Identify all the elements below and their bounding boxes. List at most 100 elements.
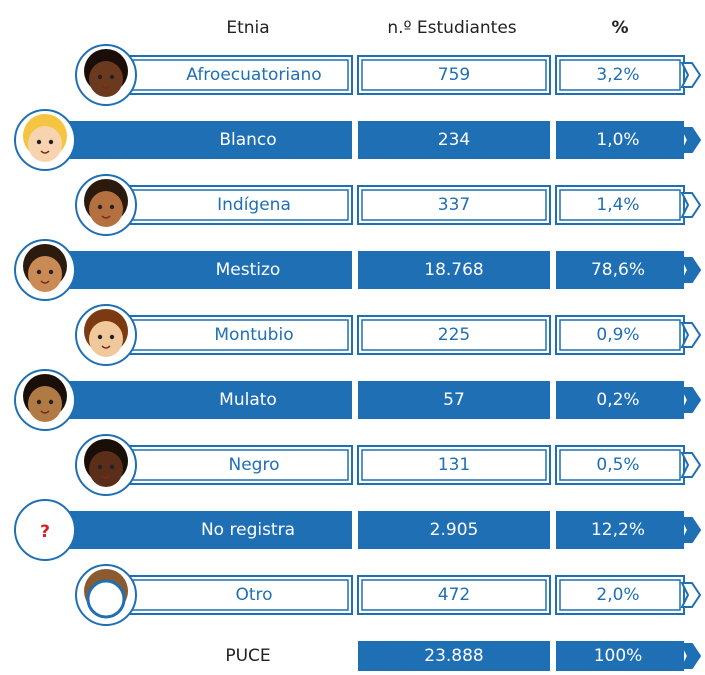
- estudiantes: 57: [443, 390, 465, 410]
- avatar-eye: [97, 204, 103, 210]
- porcentaje-cell: [556, 251, 684, 289]
- chevron: [680, 127, 702, 153]
- porcentaje: 3,2%: [596, 65, 639, 85]
- porcentaje-cell-inner: [559, 59, 681, 91]
- porcentaje-cell: [555, 55, 685, 95]
- total-porcentaje-cell: [556, 641, 684, 671]
- porcentaje: 0,2%: [596, 390, 639, 410]
- chevron: [680, 582, 702, 608]
- estudiantes: 18.768: [424, 260, 483, 280]
- etnia: No registra: [201, 520, 295, 540]
- avatar-eye: [97, 464, 103, 470]
- estudiantes: 234: [438, 130, 470, 150]
- porcentaje: 2,0%: [596, 585, 639, 605]
- porcentaje: 0,5%: [596, 455, 639, 475]
- chevron: [680, 322, 702, 348]
- total-label: PUCE: [225, 646, 270, 666]
- estudiantes-cell: [357, 575, 551, 615]
- estudiantes: 131: [438, 455, 470, 475]
- etnia: Mulato: [219, 390, 277, 410]
- estudiantes: 2.905: [430, 520, 479, 540]
- etnia-cell: [30, 251, 352, 289]
- avatar-face: [89, 191, 123, 227]
- estudiantes-cell-inner: [361, 319, 547, 351]
- etnia-cell: [30, 511, 352, 549]
- estudiantes-cell: [357, 315, 551, 355]
- avatar-mouth: [40, 150, 50, 154]
- avatar-eye: [48, 139, 54, 145]
- header-porcentaje: %: [611, 18, 628, 38]
- estudiantes-cell: [358, 251, 550, 289]
- chevron: [680, 517, 702, 543]
- avatar-eye: [36, 399, 42, 405]
- chevron: [680, 643, 702, 669]
- etnia: Blanco: [219, 130, 276, 150]
- chevron: [680, 62, 702, 88]
- etnia-cell: [119, 185, 353, 225]
- porcentaje-cell-inner: [559, 319, 681, 351]
- chevron: [680, 192, 702, 218]
- avatar-face: [89, 61, 123, 97]
- avatar-icon: ?: [40, 522, 50, 542]
- avatar-eye: [97, 74, 103, 80]
- etnia: Negro: [229, 455, 280, 475]
- porcentaje-cell: [555, 315, 685, 355]
- estudiantes-cell-inner: [361, 59, 547, 91]
- avatar-face: [28, 386, 62, 422]
- estudiantes-cell-inner: [361, 189, 547, 221]
- avatar-face: [89, 321, 123, 357]
- avatar-eye: [48, 269, 54, 275]
- etnia: Indígena: [217, 195, 291, 215]
- estudiantes-cell-inner: [361, 579, 547, 611]
- avatar-mouth: [101, 85, 111, 89]
- avatar-mouth: [40, 280, 50, 284]
- porcentaje-cell: [555, 575, 685, 615]
- porcentaje: 1,0%: [596, 130, 639, 150]
- porcentaje-cell: [556, 121, 684, 159]
- porcentaje-cell: [556, 381, 684, 419]
- avatar-ring: [14, 499, 76, 561]
- porcentaje: 78,6%: [591, 260, 645, 280]
- avatar-face: [28, 126, 62, 162]
- etnia-cell: [119, 445, 353, 485]
- porcentaje-cell-inner: [559, 449, 681, 481]
- chevron: [680, 452, 702, 478]
- total-estudiantes-cell: [358, 641, 550, 671]
- estudiantes-cell: [357, 185, 551, 225]
- porcentaje: 0,9%: [596, 325, 639, 345]
- estudiantes-cell: [358, 121, 550, 159]
- avatar-mouth: [101, 345, 111, 349]
- header-etnia: Etnia: [226, 18, 269, 38]
- total-estudiantes: 23.888: [424, 646, 483, 666]
- porcentaje-cell: [556, 511, 684, 549]
- avatar-face: [28, 256, 62, 292]
- chevron: [680, 257, 702, 283]
- etnia: Montubio: [214, 325, 293, 345]
- etnia: Mestizo: [216, 260, 281, 280]
- total-porcentaje: 100%: [594, 646, 643, 666]
- avatar-eye: [109, 204, 115, 210]
- etnia: Afroecuatoriano: [186, 65, 321, 85]
- avatar-eye: [48, 399, 54, 405]
- avatar-eye: [36, 269, 42, 275]
- etnia-cell: [30, 381, 352, 419]
- avatar-mouth: [40, 410, 50, 414]
- estudiantes: 225: [438, 325, 470, 345]
- estudiantes-cell: [358, 511, 550, 549]
- estudiantes-cell: [358, 381, 550, 419]
- avatar-mouth: [101, 215, 111, 219]
- avatar-eye: [109, 334, 115, 340]
- avatar-face: [89, 451, 123, 487]
- avatar-eye: [109, 74, 115, 80]
- avatar-eye: [109, 464, 115, 470]
- avatar-face: [86, 579, 126, 619]
- estudiantes: 472: [438, 585, 470, 605]
- header-estudiantes: n.º Estudiantes: [387, 18, 516, 38]
- porcentaje-cell-inner: [559, 579, 681, 611]
- porcentaje-cell: [555, 185, 685, 225]
- estudiantes: 337: [438, 195, 470, 215]
- estudiantes-cell: [357, 55, 551, 95]
- etnia: Otro: [235, 585, 272, 605]
- estudiantes: 759: [438, 65, 470, 85]
